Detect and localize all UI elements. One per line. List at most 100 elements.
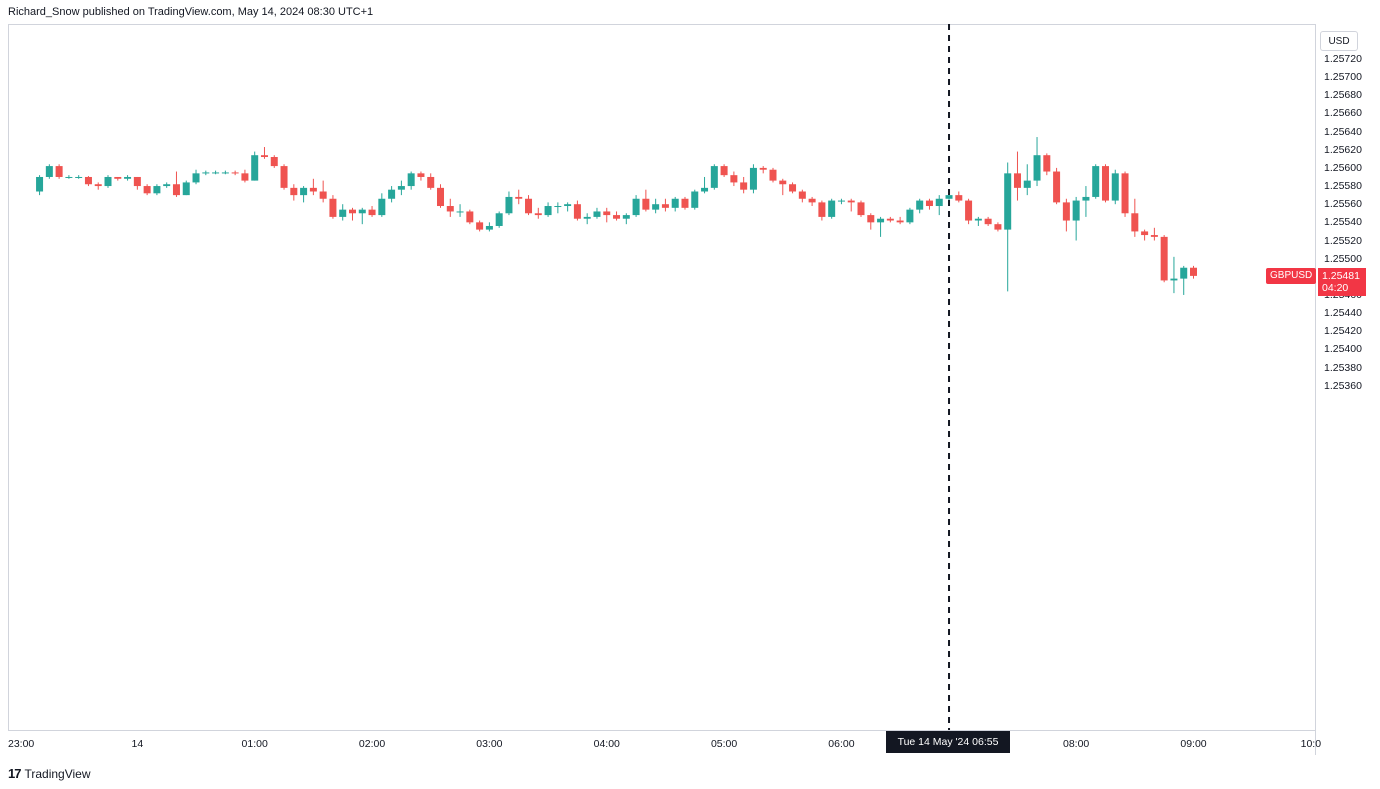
time-tick-label: 14 [131, 738, 144, 750]
candle [212, 170, 220, 175]
price-tick-label: 1.25440 [1324, 307, 1362, 320]
candle [1023, 164, 1031, 196]
crosshair-time-label: Tue 14 May '24 06:55 [886, 731, 1010, 753]
candle [124, 175, 132, 181]
candle [789, 182, 797, 194]
candle [544, 202, 552, 217]
candle-body [622, 215, 630, 219]
candle-body [671, 198, 679, 208]
candle-body [251, 155, 259, 181]
candle [143, 184, 151, 196]
candle-body [309, 187, 317, 192]
candle [1180, 265, 1188, 295]
candle [632, 195, 640, 217]
candle [114, 176, 122, 181]
candle [231, 170, 239, 176]
candle [1072, 196, 1080, 241]
candle [798, 189, 806, 203]
time-tick-label: 09:00 [1180, 738, 1207, 750]
time-axis-divider [8, 730, 1315, 731]
candle [955, 191, 963, 203]
candle-body [945, 195, 953, 199]
candle-body [759, 167, 767, 170]
candle-body [114, 176, 122, 179]
candle [583, 213, 591, 225]
candle [525, 195, 533, 216]
candle [65, 175, 73, 179]
price-tick-label: 1.25660 [1324, 107, 1362, 120]
candle [1141, 229, 1149, 241]
candle-body [1131, 213, 1139, 232]
price-tick-label: 1.25500 [1324, 252, 1362, 265]
price-tick-label: 1.25620 [1324, 143, 1362, 156]
candle [446, 198, 454, 217]
candle [916, 198, 924, 214]
candle-body [603, 211, 611, 216]
candle-body [554, 206, 562, 208]
candle-body [818, 202, 826, 217]
candle [55, 164, 63, 179]
candle-body [593, 211, 601, 217]
candle [368, 206, 376, 217]
candle [769, 167, 777, 183]
candle-body [368, 209, 376, 216]
candle-body [847, 200, 855, 203]
candle-body [397, 186, 405, 190]
time-tick-label: 02:00 [358, 738, 386, 750]
candle-body [525, 198, 533, 214]
candle-body [544, 206, 552, 216]
candle [1033, 137, 1041, 187]
candle-body [681, 198, 689, 208]
candle [828, 198, 836, 219]
candle [661, 198, 669, 212]
candle [573, 200, 581, 221]
candle-body [534, 213, 542, 216]
candle [153, 184, 161, 196]
candle-body [564, 204, 572, 207]
candle [720, 164, 728, 177]
candle-body [965, 200, 973, 221]
candle [241, 169, 249, 183]
candle-body [55, 166, 63, 177]
candle-body [1160, 236, 1168, 281]
candle-body [1180, 267, 1188, 279]
candle [867, 213, 875, 230]
last-price-value: 1.25481 [1322, 269, 1360, 282]
candle [339, 204, 347, 221]
candle-body [1043, 155, 1051, 172]
candle [1190, 265, 1197, 279]
candle-body [192, 173, 200, 183]
currency-selector[interactable]: USD [1320, 31, 1358, 51]
candle [906, 207, 914, 225]
candle-body [104, 176, 112, 187]
time-tick-label: 10:0 [1300, 738, 1322, 750]
candle [935, 195, 943, 216]
candle [319, 180, 327, 203]
candle-body [769, 169, 777, 181]
candle [671, 196, 679, 212]
candle-body [583, 216, 591, 219]
candle [84, 176, 92, 187]
candle [554, 202, 562, 214]
candle-body [290, 187, 298, 196]
candle-body [241, 173, 249, 181]
candle-body [925, 200, 933, 207]
bar-countdown: 04:20 [1322, 281, 1349, 294]
tradingview-logo-text: TradingView [24, 766, 91, 781]
candle [133, 176, 141, 190]
candle [808, 196, 816, 207]
candle [221, 170, 229, 175]
candle-body [613, 215, 621, 219]
candle [251, 151, 259, 181]
candle [1062, 198, 1070, 232]
candle [45, 164, 53, 179]
candle [730, 171, 738, 187]
time-tick-label: 23:00 [8, 738, 35, 750]
candle [857, 200, 865, 217]
price-tick-label: 1.25420 [1324, 325, 1362, 338]
candle-body [710, 166, 718, 188]
tradingview-logo[interactable]: 17 TradingView [8, 766, 91, 781]
candle [1150, 227, 1158, 241]
candle [701, 176, 709, 194]
